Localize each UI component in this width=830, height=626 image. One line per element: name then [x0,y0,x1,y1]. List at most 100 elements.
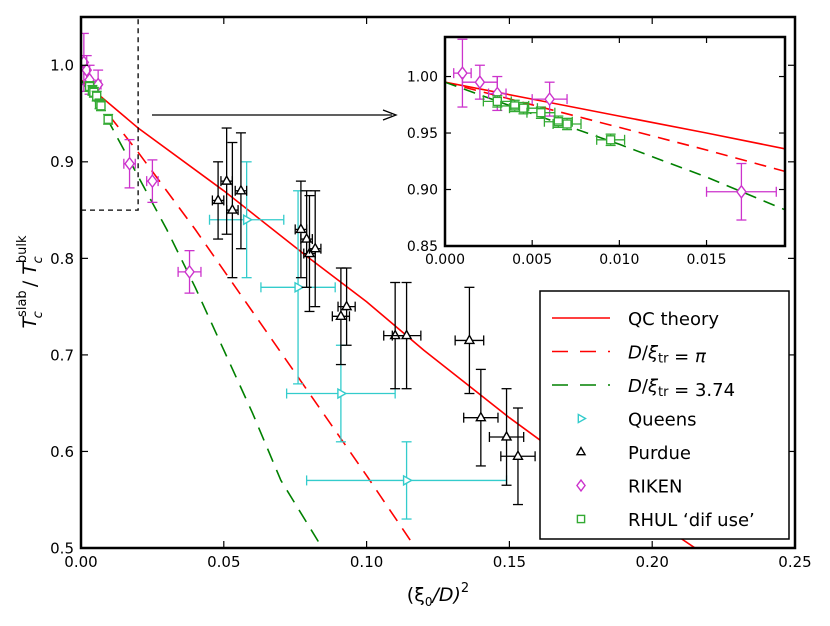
marker [103,114,113,125]
main-x-tick-label: 0.10 [350,553,383,571]
inset-y-tick-label: 0.85 [407,239,438,255]
main-series-1-point [454,286,485,395]
legend-box [539,290,790,540]
legend-label: Queens [628,410,697,431]
main-series-1-point [308,190,322,308]
inset-line-1 [445,81,785,173]
main-series-1-point [463,368,499,467]
main-series-0-point [208,161,285,279]
main-series-1-point [211,161,225,240]
main-y-tick-label: 0.9 [50,153,74,171]
marker [235,184,247,195]
main-series-3-point [95,100,106,112]
main-y-tick-label: 0.7 [50,346,74,364]
inset-series-0-point [461,64,498,100]
legend-entry-3: Queens [577,410,697,431]
marker [605,135,616,145]
marker [96,101,106,111]
legend-entry-1: D/ξtr = π [552,343,707,368]
marker [220,174,233,185]
inset-series-1-point [552,117,582,131]
legend-entry-6: RHUL ‘dif use’ [576,510,755,531]
marker [226,203,239,214]
marker [553,117,564,127]
main-series-0-point [305,441,508,520]
zoom-arrow [152,109,398,121]
marker [474,75,486,90]
svg-text:Tslabc / Tbulkc: Tslabc / Tbulkc [15,235,46,329]
legend-marker-swatch [575,446,587,456]
x-axis-label: (ξ0/D)2 [407,581,469,609]
inset-series-0-point [487,75,507,112]
marker [309,242,321,253]
inset-plot-frame [443,35,787,248]
main-x-tick-label: 0.25 [778,553,811,571]
zoom-arrow-head [382,109,398,121]
legend-entry-0: QC theory [552,309,719,330]
inset-plot-area: 0.000 0.005 0.010 0.015 0.85 0.90 0.95 1.00 [407,35,787,268]
legend-label: RIKEN [628,477,682,498]
marker [544,91,555,107]
legend-label: QC theory [628,309,719,330]
marker [335,309,347,320]
marker [295,222,307,234]
legend-entry-2: D/ξtr = 3.74 [552,376,735,401]
legend: QC theory D/ξtr = π D/ξtr = 3.74 Queens Purd… [539,290,790,540]
inset-series-0-point [453,38,472,108]
marker [518,103,529,113]
main-x-tick-label: 0.05 [207,553,240,571]
inset-series-0-point [705,162,777,221]
main-y-tick-label: 1.0 [50,57,74,75]
inset-x-tick-label: 0.015 [686,252,726,268]
marker [536,107,546,118]
inset-line-2 [445,81,785,211]
inset-series-1-point [596,133,626,147]
main-y-tick-label: 0.5 [50,539,74,557]
marker [492,96,503,107]
main-line-1 [81,79,413,544]
legend-marker-swatch [577,413,587,424]
main-plot-frame [79,15,797,550]
legend-entry-5: RIKEN [576,477,682,498]
main-series-1-point [391,281,422,390]
legend-label: RHUL ‘dif use’ [628,510,755,531]
marker [124,156,135,171]
legend-label: D/ξtr = 3.74 [628,376,735,401]
main-series-1-point [500,407,536,506]
main-series-0-point [260,190,336,385]
inset-y-tick-label: 0.90 [407,183,438,199]
marker [212,194,224,205]
marker [475,411,487,422]
main-series-3-point [103,113,114,125]
marker [500,430,513,441]
marker [147,173,158,189]
legend-label: Purdue [628,443,691,464]
marker [510,101,520,111]
main-x-tick-label: 0.15 [493,553,526,571]
inset-y-tick-label: 0.95 [407,126,438,142]
inset-series-1-point [508,101,539,115]
main-series-2-point [177,249,202,294]
inset-series-0-point [531,81,568,117]
marker [736,184,747,199]
marker [294,281,305,294]
marker [512,449,524,460]
marker [337,387,348,400]
y-axis-label: Tslabc / Tbulkc [15,235,46,329]
main-series-1-point [220,127,234,235]
main-series-2-point [146,159,159,204]
main-y-tick-label: 0.6 [50,443,74,461]
legend-marker-swatch [576,514,586,524]
main-line-2 [81,79,323,548]
marker [562,119,572,129]
inset-y-tick-label: 1.00 [407,70,438,86]
inset-x-tick-label: 0.005 [512,252,552,268]
zoom-box-outline [81,19,139,211]
marker [463,333,476,345]
main-series-1-point [234,132,248,250]
marker [242,214,254,226]
marker [400,329,413,340]
zoom-region [81,19,139,211]
main-series-1-point [337,267,356,346]
